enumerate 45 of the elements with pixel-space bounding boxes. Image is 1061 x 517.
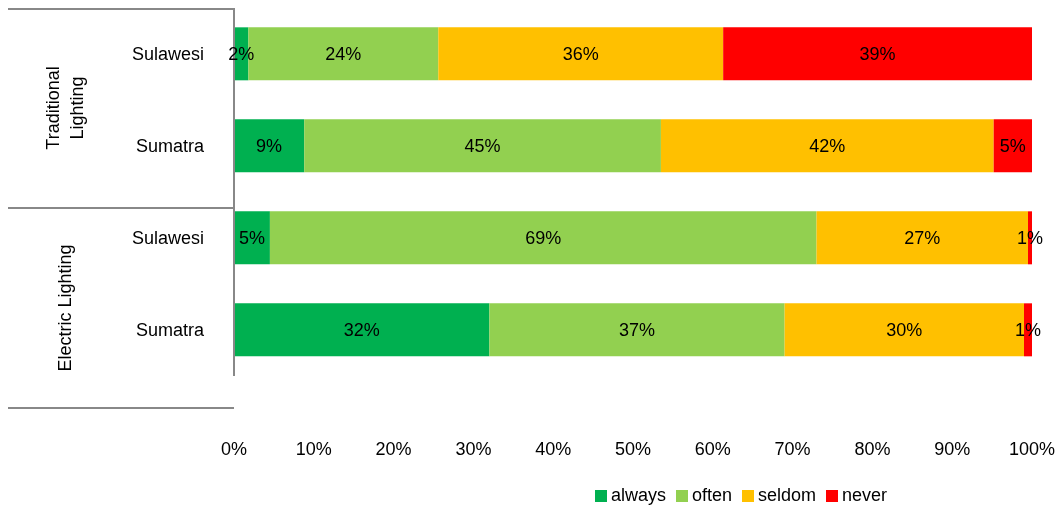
- data-label: 45%: [464, 135, 501, 156]
- x-tick-label: 30%: [455, 438, 492, 459]
- bar: [660, 119, 994, 173]
- legend-label: often: [691, 485, 732, 505]
- text: Electric Lighting: [54, 244, 76, 372]
- bar: [269, 211, 817, 265]
- data-label: 5%: [238, 227, 265, 248]
- y-tick-label: Sulawesi: [131, 44, 204, 65]
- data-label: 5%: [999, 135, 1026, 156]
- data-label: 32%: [343, 319, 380, 340]
- legend-label: never: [842, 485, 888, 505]
- x-tick-label: 90%: [934, 438, 971, 459]
- data-label: 37%: [618, 319, 656, 340]
- data-label: 39%: [859, 43, 896, 64]
- data-label: 69%: [525, 227, 562, 248]
- x-tick-label: 10%: [295, 438, 332, 459]
- data-label: 1%: [1017, 227, 1044, 248]
- y-tick-label: Sulawesi: [131, 228, 204, 249]
- data-label: 24%: [325, 43, 362, 64]
- legend-label: seldom: [758, 485, 817, 505]
- bar: [234, 303, 490, 357]
- x-tick-label: 60%: [694, 438, 731, 459]
- x-tick-label: 0%: [220, 438, 248, 459]
- y-tick-label: Sumatra: [135, 136, 205, 157]
- x-tick-label: 80%: [854, 438, 891, 459]
- legend-label: always: [610, 485, 666, 505]
- bar: [234, 119, 305, 173]
- x-tick-label: 50%: [614, 438, 652, 459]
- data-label: 36%: [562, 43, 599, 64]
- data-label: 42%: [809, 135, 846, 156]
- x-tick-label: 40%: [535, 438, 572, 459]
- data-label: 1%: [1015, 319, 1042, 340]
- text: Traditional Lighting: [42, 65, 88, 152]
- bar: [489, 303, 785, 357]
- x-tick-label: 20%: [375, 438, 412, 459]
- bar: [993, 119, 1032, 173]
- data-label: 30%: [886, 319, 923, 340]
- bar: [723, 27, 1032, 81]
- data-label: 9%: [256, 135, 283, 156]
- data-label: 27%: [904, 227, 941, 248]
- x-tick-label: 70%: [774, 438, 811, 459]
- bar: [304, 119, 661, 173]
- x-tick-label: 100%: [1008, 438, 1056, 459]
- bar: [438, 27, 724, 81]
- y-tick-label: Sumatra: [135, 320, 205, 341]
